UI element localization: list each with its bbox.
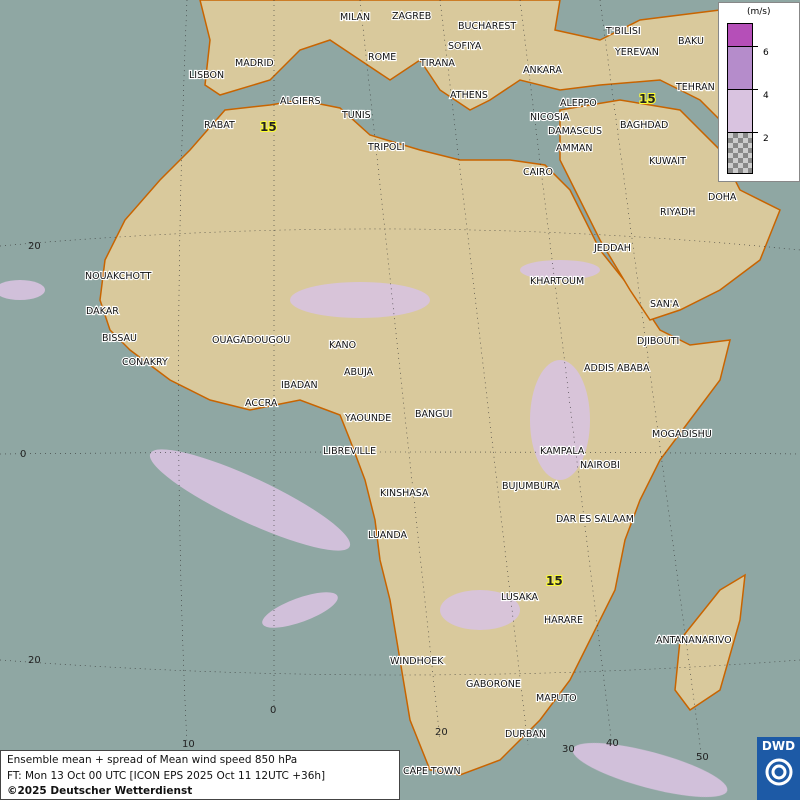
city-label: DJIBOUTI [637, 336, 679, 347]
city-label: YEREVAN [614, 47, 659, 58]
legend: (m/s) 6 4 2 [718, 2, 800, 182]
city-label: ZAGREB [392, 11, 431, 22]
city-label: NICOSIA [530, 112, 570, 123]
city-label: LIBREVILLE [323, 446, 376, 457]
legend-label: 6 [763, 48, 769, 58]
map-title: Ensemble mean + spread of Mean wind spee… [7, 754, 298, 766]
longitude-label: 50 [696, 752, 709, 763]
city-label: ADDIS ABABA [584, 363, 650, 374]
city-label: CONAKRY [122, 357, 168, 368]
city-label: KUWAIT [649, 156, 686, 167]
city-label: TUNIS [341, 110, 371, 121]
city-label: DOHA [708, 192, 737, 203]
contour-label: 15 [546, 574, 563, 588]
city-label: YAOUNDE [344, 413, 391, 424]
city-label: MOGADISHU [652, 429, 712, 440]
city-label: MADRID [235, 58, 274, 69]
legend-unit: (m/s) [747, 7, 771, 17]
contour-label: 15 [260, 120, 277, 134]
city-label: ANTANANARIVO [656, 635, 732, 646]
city-label: ATHENS [450, 90, 488, 101]
spiral-icon [765, 758, 792, 786]
city-label: SAN'A [650, 299, 679, 310]
city-label: ANKARA [523, 65, 562, 76]
legend-swatch-mid [727, 46, 753, 90]
city-label: WINDHOEK [390, 656, 444, 667]
arabia [559, 99, 781, 321]
contour-label: 15 [639, 92, 656, 106]
longitude-label: 0 [270, 705, 276, 716]
city-label: LUANDA [368, 530, 408, 541]
city-label: LUSAKA [501, 592, 539, 603]
city-label: OUAGADOUGOU [212, 335, 290, 346]
city-label: KAMPALA [540, 446, 585, 457]
city-label: BISSAU [102, 333, 137, 344]
city-label: NAIROBI [580, 460, 620, 471]
dwd-logo: DWD [757, 737, 800, 800]
city-label: MILAN [340, 12, 370, 23]
city-label: RABAT [204, 120, 235, 131]
city-label: TIRANA [419, 58, 455, 69]
city-label: CAIRO [523, 167, 553, 178]
city-label: SOFIYA [448, 41, 482, 52]
latitude-label: 0 [20, 449, 26, 460]
caption-box: Ensemble mean + spread of Mean wind spee… [0, 750, 400, 800]
lat-lon-grid [0, 0, 800, 761]
longitude-label: 30 [562, 744, 575, 755]
city-label: RIYADH [660, 207, 695, 218]
city-label: KHARTOUM [530, 276, 584, 287]
city-label: ALEPPO [560, 98, 597, 109]
city-label: DURBAN [505, 729, 546, 740]
legend-swatch-high [727, 23, 753, 47]
city-label: BUCHAREST [458, 21, 516, 32]
city-label: T'BILISI [605, 26, 641, 37]
city-label: KINSHASA [380, 488, 429, 499]
longitude-label: 10 [182, 739, 195, 750]
forecast-time: FT: Mon 13 Oct 00 UTC [ICON EPS 2025 Oct… [7, 769, 326, 782]
city-label: DAR ES SALAAM [556, 514, 634, 525]
latitude-label: 20 [28, 655, 41, 666]
city-label: DAMASCUS [548, 126, 602, 137]
city-label: LISBON [189, 70, 224, 81]
city-label: BUJUMBURA [502, 481, 560, 492]
longitude-label: 20 [435, 727, 448, 738]
europe [199, 0, 721, 122]
city-label: HARARE [544, 615, 583, 626]
city-label: ROME [368, 52, 396, 63]
city-label: ACCRA [245, 398, 278, 409]
legend-label: 2 [763, 134, 769, 144]
city-label: JEDDAH [593, 243, 631, 254]
copyright: ©2025 Deutscher Wetterdienst [7, 785, 193, 797]
city-label: NOUAKCHOTT [85, 271, 152, 282]
latitude-label: 20 [28, 241, 41, 252]
city-label: KANO [329, 340, 356, 351]
city-label: CAPE TOWN [403, 766, 461, 777]
city-label: BAGHDAD [620, 120, 668, 131]
legend-swatch-low [727, 89, 753, 133]
city-label: MAPUTO [536, 693, 577, 704]
city-label: TRIPOLI [367, 142, 405, 153]
city-label: DAKAR [86, 306, 119, 317]
legend-swatch-checker [727, 132, 753, 174]
longitude-label: 40 [606, 738, 619, 749]
spread-shading [0, 260, 728, 798]
city-label: ABUJA [344, 367, 374, 378]
city-label: GABORONE [466, 679, 521, 690]
city-label: AMMAN [556, 143, 593, 154]
logo-text: DWD [761, 739, 796, 753]
city-label: IBADAN [281, 380, 318, 391]
city-label: BANGUI [415, 409, 452, 420]
city-label: TEHRAN [675, 82, 715, 93]
legend-label: 4 [763, 91, 769, 101]
madagascar [674, 573, 746, 712]
city-label: ALGIERS [280, 96, 321, 107]
city-label: BAKU [678, 36, 704, 47]
